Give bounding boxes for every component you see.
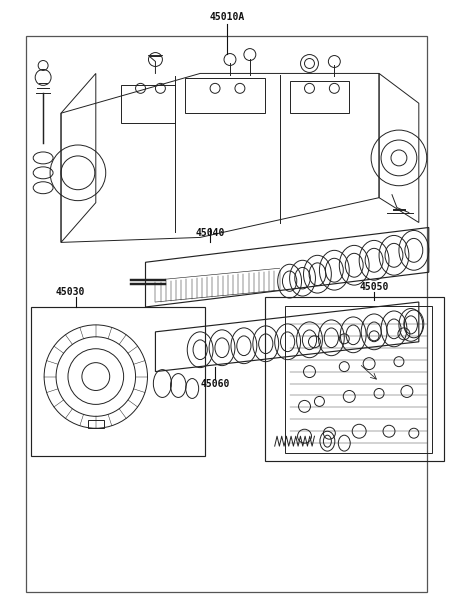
Bar — [265, 297, 443, 461]
Bar — [284, 306, 432, 453]
Bar — [88, 420, 104, 428]
Text: 45060: 45060 — [200, 379, 230, 389]
Text: 45040: 45040 — [195, 228, 225, 239]
Bar — [120, 85, 175, 123]
Bar — [289, 81, 349, 113]
Bar — [31, 307, 205, 456]
Text: 45050: 45050 — [359, 282, 389, 292]
Bar — [26, 35, 427, 592]
Text: 45010A: 45010A — [209, 12, 245, 22]
Text: 45030: 45030 — [56, 287, 86, 297]
Bar — [185, 78, 265, 113]
